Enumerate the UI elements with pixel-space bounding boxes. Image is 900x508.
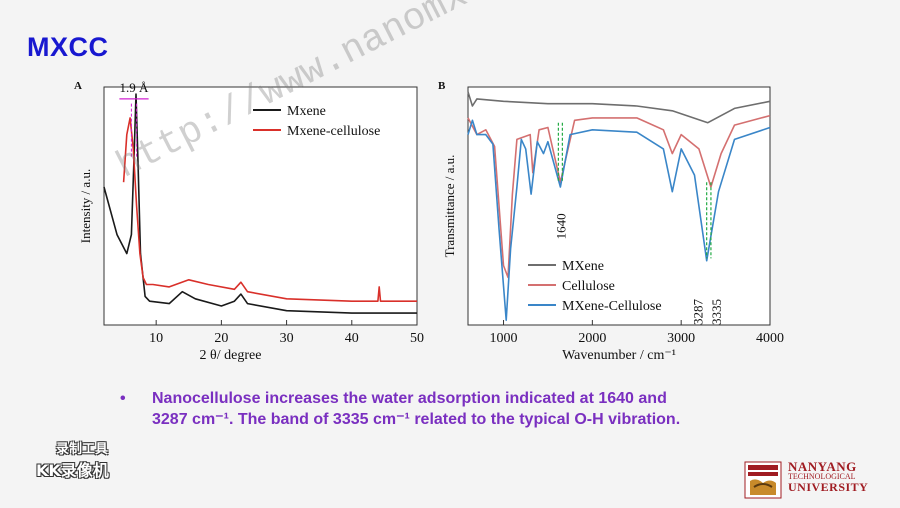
university-name-line3: UNIVERSITY [788,480,869,494]
series-line-cellulose [467,114,771,279]
legend-entry: MXene-Cellulose [562,299,662,314]
series-line-mxene [103,93,417,314]
x-tick-label: 10 [149,331,163,346]
university-crest-icon [744,461,782,499]
y-axis-label: Intensity / a.u. [78,169,93,243]
recorder-watermark: 录制工具 KK录像机 [36,438,146,481]
legend-entry: Mxene-cellulose [287,124,380,139]
panel-label: A [74,80,82,92]
x-tick-label: 40 [345,331,359,346]
chart-panel-b: B 1000 2000 3000 4000 Wavenumber / cm⁻¹ Transm… [438,80,784,363]
band-label-3335: 3335 [709,299,724,325]
band-label-3287: 3287 [691,299,706,326]
x-tick-label: 2000 [578,331,606,346]
legend-entry: Mxene [287,104,326,119]
x-tick-label: 3000 [667,331,695,346]
x-tick-label: 50 [410,331,424,346]
x-axis-label: 2 θ/ degree [200,348,262,363]
university-logo: NANYANG TECHNOLOGICAL UNIVERSITY [744,459,894,501]
x-tick-label: 20 [214,331,228,346]
university-name: NANYANG TECHNOLOGICAL UNIVERSITY [788,459,869,494]
x-tick-label: 1000 [490,331,518,346]
x-axis-label: Wavenumber / cm⁻¹ [562,348,676,363]
plot-frame [467,86,771,326]
chart-panel-a: A 10 20 30 40 50 2 θ/ degree Intensity / a.u. Mx… [74,80,424,363]
band-label-1640: 1640 [553,213,568,239]
bullet-text: Nanocellulose increases the water adsorp… [152,390,681,428]
slide-title: MXCC [27,32,109,62]
series-line-mxene-cellulose [467,119,771,321]
university-name-line2: TECHNOLOGICAL [788,472,856,481]
plot-frame [103,86,418,326]
recorder-label-line1: 录制工具 [56,442,109,457]
recorder-label-line2: KK录像机 [36,461,109,480]
legend-entry: Cellulose [562,279,615,294]
panel-label: B [438,80,446,92]
university-name-line1: NANYANG [788,459,857,474]
series-line-mxene-cellulose [122,117,417,302]
series-line-mxene [467,91,771,124]
peak-shift-annotation: 1.9 Å [120,80,150,95]
bullet-symbol: • [120,390,126,407]
x-tick-label: 4000 [756,331,784,346]
x-tick-label: 30 [280,331,294,346]
legend-entry: MXene [562,259,604,274]
y-axis-label: Transmittance / a.u. [442,155,457,258]
